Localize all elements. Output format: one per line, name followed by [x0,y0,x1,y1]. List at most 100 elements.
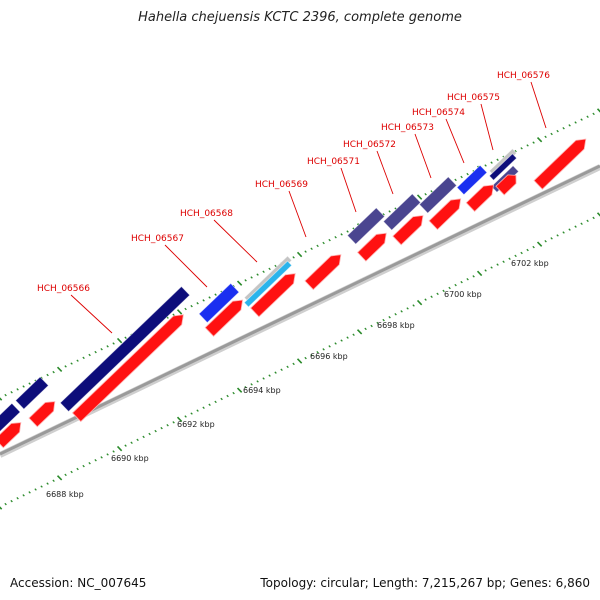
tick-outer [268,267,271,271]
tick-inner [400,310,403,313]
tick-outer [310,247,313,251]
tick-outer [496,158,499,162]
tick-inner [568,228,571,231]
tick-outer [82,356,85,360]
tick-outer [544,135,547,139]
feature-bar-blue [198,282,240,324]
tick-inner [94,459,97,462]
backbone-core [0,164,600,456]
tick-inner [166,423,169,427]
gene-label: HCH_06569 [255,180,308,190]
tick-inner [176,416,183,423]
tick-outer [292,256,295,259]
tick-inner [220,397,223,401]
labels: 6688 kbp 6690 kbp 6692 kbp 6694 kbp 6696 kbp… [37,71,550,499]
tick-outer [580,118,583,121]
map-title: Hahella chejuensis KCTC 2396, complete g… [138,10,462,25]
tick-inner [70,470,73,474]
feature-bar-slate [346,207,386,245]
tick-outer [424,192,427,196]
tick-inner [316,350,319,354]
tick-outer [190,304,193,308]
cds-arrow [71,314,184,423]
tick-outer [466,172,469,176]
tick-inner [184,415,187,418]
tick-inner [46,482,49,485]
tick-outer [28,382,31,385]
tick-inner [574,225,577,228]
tick-outer [520,147,523,150]
tick-outer [202,299,205,302]
tick-inner [202,406,205,409]
tick-inner [280,368,283,372]
tick-inner [34,488,37,491]
tick-outer [88,353,91,357]
tick-inner [236,387,243,393]
cds-arrow [357,232,387,262]
gene-leader [340,167,357,213]
tick-inner [466,277,469,281]
tick-inner [130,441,133,445]
tick-outer [236,280,243,286]
tick-inner [442,289,445,293]
tick-outer [64,365,67,368]
tick-inner [232,391,235,395]
tick-outer [124,336,127,339]
tick-outer [586,115,589,118]
tick-outer [244,279,247,282]
kbp-label: 6696 kbp [310,352,348,361]
tick-inner [472,275,475,278]
tick-outer [208,296,211,299]
tick-inner [172,421,175,424]
cds-arrow [204,299,244,337]
kbp-label: 6698 kbp [377,321,415,330]
cds-arrow [0,422,22,449]
tick-outer [4,393,7,397]
tick-outer [100,347,103,351]
tick-inner [490,266,493,269]
tick-inner [22,494,25,497]
tick-inner [208,403,211,407]
gene-leader [376,150,394,195]
tick-inner [424,298,427,301]
tick-inner [190,412,193,415]
tick-outer [56,366,63,373]
tick-inner [376,321,379,325]
cds-arrow [495,174,517,196]
gene-leader [288,190,307,238]
tick-outer [568,124,571,127]
gene-leader [70,294,113,334]
feature-bar-slate [382,193,422,231]
tick-inner [430,295,433,299]
tick-inner [476,270,483,277]
kbp-label: 6692 kbp [177,420,215,429]
tick-inner [526,248,529,252]
tick-outer [76,359,79,362]
gene-label: HCH_06573 [381,123,434,133]
cds-arrow [428,198,462,231]
tick-inner [406,307,409,310]
cds-arrow [465,184,495,212]
tick-inner [0,506,3,510]
label-leaders [70,81,547,334]
tick-outer [262,270,265,273]
tick-inner [416,299,423,306]
tick-outer [250,276,253,279]
tick-outer [416,194,423,200]
tick-inner [196,409,199,412]
tick-outer [184,307,187,311]
tick-inner [454,283,457,287]
feature-bar-navy [0,402,21,448]
tick-outer [490,161,493,164]
tick-inner [148,432,151,436]
tick-inner [388,315,391,319]
tick-inner [88,461,91,465]
tick-outer [70,362,73,365]
tick-outer [94,350,97,354]
tick-inner [292,362,295,366]
kbp-label: 6700 kbp [444,290,482,299]
cds-arrow [392,215,424,246]
tick-inner [460,280,463,284]
tick-inner [340,339,343,342]
tick-inner [52,479,55,482]
